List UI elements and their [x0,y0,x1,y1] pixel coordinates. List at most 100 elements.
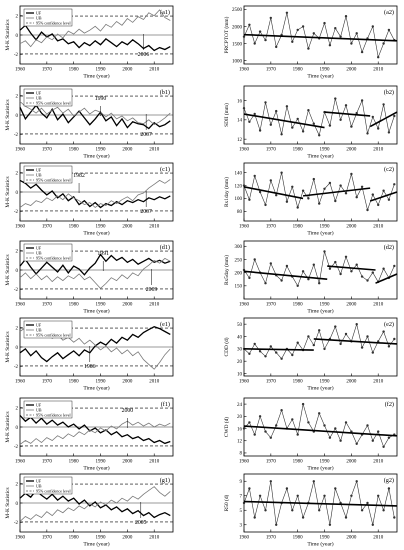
data-point [275,424,278,427]
data-point [344,15,348,18]
panel-label: (e1) [160,321,170,328]
trend-line [243,348,314,351]
panel-g2: 1960 1970 1980 1990 2000 2010 Time (year) 3 5 7 9 R… [223,473,398,548]
data-point [387,487,391,490]
series-uf-line [19,489,171,519]
panel-label: (c2) [384,166,394,173]
data-point [275,523,278,526]
data-point [307,278,310,281]
data-point [291,418,294,421]
data-point [301,270,305,273]
x-tick-label: 2000 [122,303,133,308]
data-point [366,208,369,212]
panel-label: (d1) [160,244,170,251]
legend-label: UF [36,323,42,328]
x-tick-label: 2000 [122,225,133,230]
change-point-label: 1982 [73,173,85,179]
x-tick-label: 2010 [149,303,160,308]
panel-c1: 1960 1970 1980 1990 2000 2010 Time (year) -2 0 2M… [5,162,174,237]
y-axis-label: Rx5day (mm) [223,255,230,285]
y-tick-label: -2 [14,288,19,293]
data-point [377,127,380,130]
data-point [301,189,305,192]
data-point [264,38,267,42]
x-tick-label: 1960 [15,225,26,230]
x-tick-label: 1970 [266,303,277,308]
data-point [371,351,374,354]
x-axis-label: Time (year) [307,73,333,80]
series-uf-line [19,104,171,130]
y-tick-label: 0 [16,346,19,351]
x-tick-label: 2010 [373,68,384,73]
trend-line [243,113,325,129]
legend-label: UB [36,484,42,489]
legend-label: 95% confidence level [36,178,72,183]
panel-b1: 1960 1970 1980 1990 2000 2010 Time (year) -2 0 2M… [5,85,174,160]
data-point [360,99,364,102]
data-point [296,28,299,32]
x-tick-label: 1960 [239,460,250,465]
data-point [323,347,326,351]
y-tick-label: 12 [237,440,243,445]
data-point [291,353,294,357]
data-point [291,185,294,188]
y-axis-label: M-K Statistics [5,19,11,50]
data-point [248,276,251,280]
legend-label: UB [36,96,42,101]
data-point [328,124,332,127]
data-point [253,112,256,116]
panel-e2: 1960 1970 1980 1990 2000 2010 Time (year) 10 20 3… [223,317,398,392]
y-axis-label: M-K Statistics [5,411,11,442]
y-tick-label: 9 [240,480,243,485]
x-tick-label: 2000 [346,225,357,230]
data-point [269,123,272,126]
x-tick-label: 1980 [69,536,80,541]
panel-label: (f1) [161,401,170,408]
data-point [269,345,272,348]
trend-line [327,265,376,271]
data-point [360,346,364,349]
data-point [318,282,321,285]
x-tick-label: 1970 [42,68,53,73]
data-point [307,197,310,200]
x-tick-label: 1960 [15,68,26,73]
x-tick-label: 1980 [293,225,304,230]
x-tick-label: 1970 [42,303,53,308]
x-tick-label: 2010 [149,68,160,73]
legend-label: UB [36,408,42,413]
panel-b2: 1960 1970 1980 1990 2000 2010 Time (year) 12 14 1… [223,85,398,160]
data-point [350,172,353,176]
legend-label: UF [36,403,42,408]
data-point [248,487,251,490]
data-point [366,279,369,282]
x-tick-label: 1970 [42,225,53,230]
y-tick-label: 14 [237,119,243,124]
data-point [344,255,348,258]
x-tick-label: 1990 [320,148,331,153]
y-tick-label: 200 [235,271,243,276]
y-tick-label: 2000 [232,25,243,30]
x-tick-label: 1970 [42,148,53,153]
x-tick-label: 1990 [96,303,107,308]
data-point [328,181,332,185]
data-point [312,480,315,483]
x-tick-label: 1960 [15,536,26,541]
data-point [253,342,256,346]
x-tick-label: 1970 [42,380,53,385]
data-point [312,343,315,347]
panel-f2: 1960 1970 1980 1990 2000 2010 Time (year) 8 12 16… [223,397,398,472]
x-tick-label: 1970 [266,380,277,385]
trend-line [375,273,398,284]
data-point [312,263,315,266]
trend-line [243,186,304,200]
series-ub-line [19,486,171,522]
legend-label: UF [36,479,42,484]
y-axis-label: M-K Statistics [5,176,11,207]
x-tick-label: 2010 [149,225,160,230]
y-tick-label: 10 [237,372,243,377]
x-tick-label: 2000 [346,536,357,541]
data-point [328,44,332,47]
data-point [242,427,246,430]
data-point [334,427,337,430]
